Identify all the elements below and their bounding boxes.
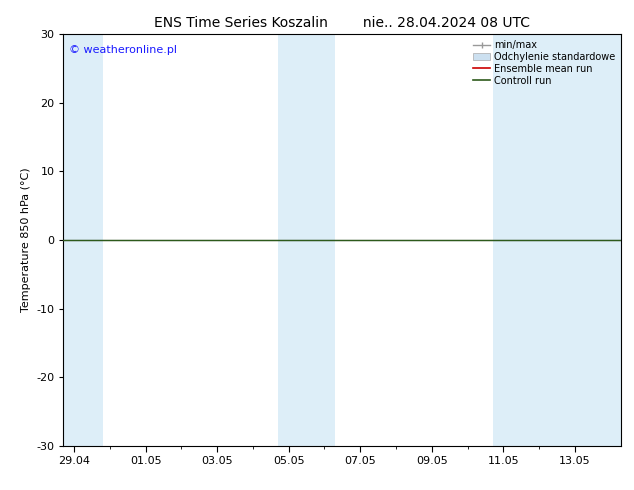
Legend: min/max, Odchylenie standardowe, Ensemble mean run, Controll run: min/max, Odchylenie standardowe, Ensembl…	[469, 36, 619, 90]
Text: © weatheronline.pl: © weatheronline.pl	[69, 45, 177, 54]
Bar	[493, 34, 521, 446]
Bar	[63, 34, 103, 446]
Title: ENS Time Series Koszalin        nie.. 28.04.2024 08 UTC: ENS Time Series Koszalin nie.. 28.04.202…	[154, 16, 531, 30]
Y-axis label: Temperature 850 hPa (°C): Temperature 850 hPa (°C)	[21, 168, 30, 313]
Bar	[278, 34, 307, 446]
Bar	[307, 34, 335, 446]
Bar	[521, 34, 621, 446]
